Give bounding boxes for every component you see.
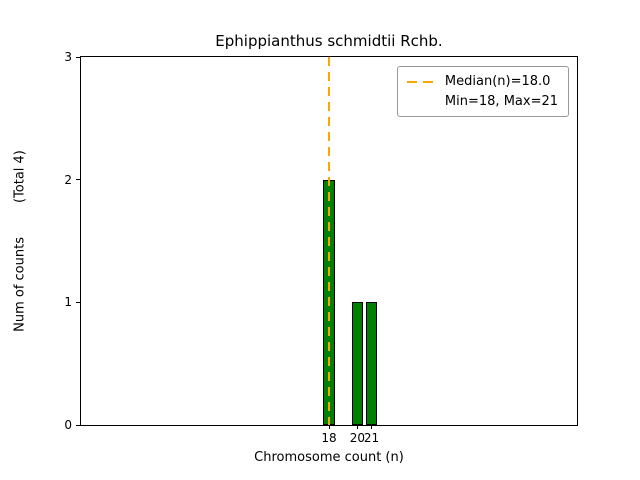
- y-tick-mark: [76, 179, 80, 181]
- y-tick-mark: [76, 424, 80, 426]
- legend-entry-median: Median(n)=18.0: [406, 74, 558, 89]
- chart-title: Ephippianthus schmidtii Rchb.: [215, 32, 443, 50]
- x-tick-mark: [371, 425, 372, 429]
- y-tick-label: 1: [64, 295, 72, 310]
- median-line: [328, 57, 330, 425]
- y-axis-label-main: Num of counts: [12, 237, 28, 332]
- median-line-icon: [406, 80, 437, 83]
- legend-label-median: Median(n)=18.0: [444, 74, 551, 89]
- y-axis-label: Num of counts (Total 4): [13, 150, 28, 332]
- legend-empty-handle: [407, 101, 437, 103]
- y-tick-label: 2: [64, 172, 72, 187]
- x-tick-label: 18: [321, 431, 337, 445]
- x-tick-label: 21: [363, 431, 380, 445]
- bar-n21: [365, 302, 378, 425]
- legend: Median(n)=18.0 Min=18, Max=21: [396, 66, 569, 117]
- x-tick-label: 20: [349, 431, 365, 445]
- plot-area: Median(n)=18.0 Min=18, Max=21 18 20 21 0 1 2 3: [64, 50, 578, 445]
- y-tick-label: 0: [64, 418, 72, 432]
- x-tick-mark: [328, 425, 330, 429]
- y-axis-label-total: (Total 4): [12, 150, 28, 204]
- legend-entry-minmax: Min=18, Max=21: [407, 94, 558, 109]
- y-tick-label: 3: [64, 50, 72, 64]
- x-axis-label: Chromosome count (n): [254, 450, 404, 465]
- y-tick-mark: [76, 56, 80, 58]
- legend-label-minmax: Min=18, Max=21: [444, 94, 558, 109]
- x-tick-mark: [356, 425, 358, 429]
- bar-n20: [351, 302, 363, 425]
- y-tick-mark: [76, 301, 80, 303]
